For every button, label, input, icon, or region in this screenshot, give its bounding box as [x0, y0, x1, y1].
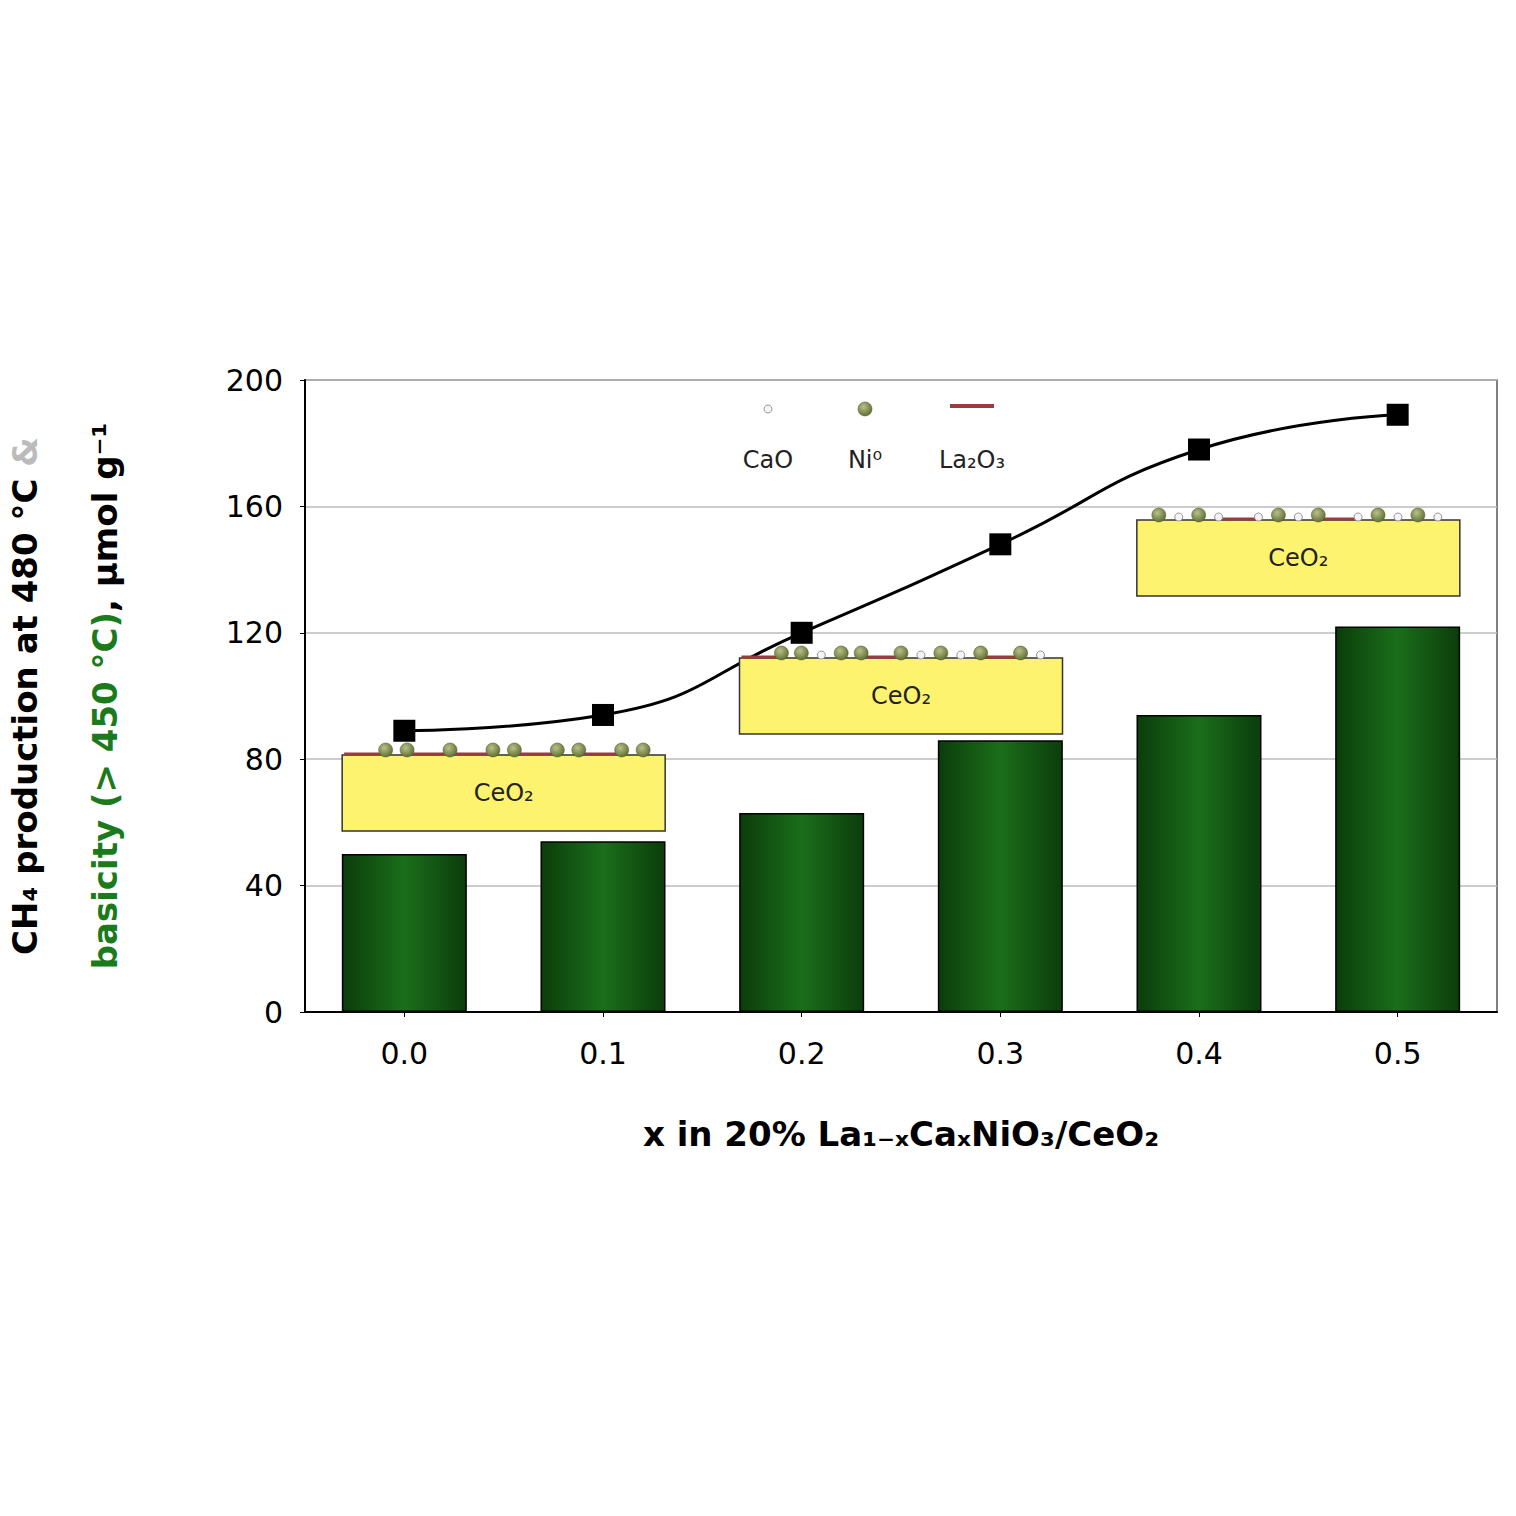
svg-text:160: 160	[226, 489, 283, 524]
svg-text:0.5: 0.5	[1374, 1036, 1422, 1071]
svg-text:basicity (> 450 °C): basicity (> 450 °C)	[85, 612, 125, 969]
svg-text:CH₄ production at 480 °C: CH₄ production at 480 °C	[5, 467, 45, 955]
svg-text:x in 20% La₁₋ₓCaₓNiO₃/CeO₂: x in 20% La₁₋ₓCaₓNiO₃/CeO₂	[643, 1114, 1159, 1154]
svg-text:CeO₂: CeO₂	[474, 779, 534, 807]
svg-text:La₂O₃: La₂O₃	[939, 446, 1005, 474]
svg-text:&: &	[5, 437, 45, 467]
svg-text:0.0: 0.0	[380, 1036, 428, 1071]
svg-text:0.2: 0.2	[778, 1036, 826, 1071]
svg-text:0.1: 0.1	[579, 1036, 627, 1071]
svg-text:200: 200	[226, 363, 283, 398]
svg-text:0.4: 0.4	[1175, 1036, 1223, 1071]
svg-text:CaO: CaO	[743, 446, 793, 474]
svg-text:CeO₂: CeO₂	[1268, 544, 1328, 572]
svg-text:CeO₂: CeO₂	[871, 682, 931, 710]
svg-text:Ni⁰: Ni⁰	[848, 446, 882, 474]
svg-text:40: 40	[245, 868, 283, 903]
svg-text:0.3: 0.3	[976, 1036, 1024, 1071]
svg-text:80: 80	[245, 742, 283, 777]
svg-text:120: 120	[226, 615, 283, 650]
svg-text:, µmol g⁻¹: , µmol g⁻¹	[85, 423, 125, 612]
svg-text:0: 0	[264, 995, 283, 1030]
